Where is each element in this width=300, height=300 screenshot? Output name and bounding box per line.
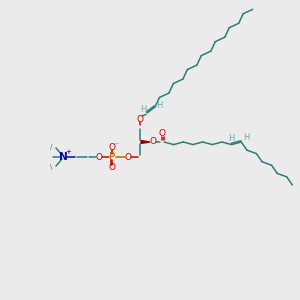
Text: O: O [109,163,116,172]
Text: H: H [156,100,162,109]
Text: H: H [243,134,250,142]
Text: +: + [65,149,71,155]
Text: H: H [228,134,235,143]
Text: /: / [50,144,52,150]
Text: O: O [149,137,157,146]
Text: O: O [109,142,116,152]
Text: \: \ [50,164,52,170]
Text: O: O [158,130,166,139]
Text: P: P [109,152,115,162]
Text: O: O [124,152,131,161]
Text: O: O [95,152,103,161]
Text: ⁻: ⁻ [114,142,118,148]
Text: N: N [58,152,68,162]
Polygon shape [141,140,150,143]
Text: H: H [140,106,146,115]
Text: O: O [136,115,143,124]
